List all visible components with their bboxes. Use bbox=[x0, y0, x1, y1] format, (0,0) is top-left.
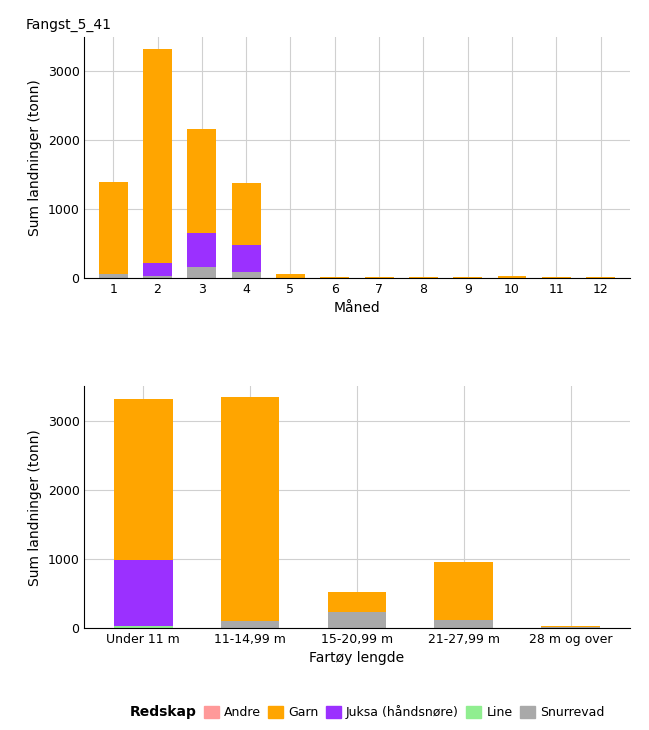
Bar bbox=[232, 245, 260, 272]
Bar bbox=[232, 182, 260, 245]
Bar bbox=[114, 626, 173, 628]
Bar bbox=[188, 129, 216, 233]
Bar bbox=[434, 562, 493, 620]
Bar bbox=[328, 592, 386, 612]
Bar bbox=[232, 272, 260, 278]
Bar bbox=[328, 612, 386, 628]
Bar bbox=[541, 626, 600, 628]
Bar bbox=[221, 621, 280, 628]
Bar bbox=[114, 399, 173, 560]
Bar bbox=[188, 233, 216, 267]
Bar bbox=[143, 263, 172, 277]
X-axis label: Fartøy lengde: Fartøy lengde bbox=[310, 651, 404, 665]
Bar bbox=[188, 267, 216, 278]
Bar bbox=[276, 274, 305, 277]
Bar bbox=[434, 620, 493, 628]
Bar bbox=[221, 397, 280, 621]
Y-axis label: Sum landninger (tonn): Sum landninger (tonn) bbox=[28, 79, 42, 236]
Bar bbox=[143, 277, 172, 278]
Text: Fangst_5_41: Fangst_5_41 bbox=[26, 18, 112, 32]
Legend: Redskap, Andre, Garn, Juksa (håndsnøre), Line, Snurrevad: Redskap, Andre, Garn, Juksa (håndsnøre),… bbox=[104, 700, 609, 723]
X-axis label: Måned: Måned bbox=[334, 301, 380, 315]
Bar bbox=[143, 49, 172, 263]
Bar bbox=[99, 182, 128, 274]
Y-axis label: Sum landninger (tonn): Sum landninger (tonn) bbox=[28, 429, 42, 585]
Bar bbox=[99, 274, 128, 278]
Bar bbox=[114, 560, 173, 626]
